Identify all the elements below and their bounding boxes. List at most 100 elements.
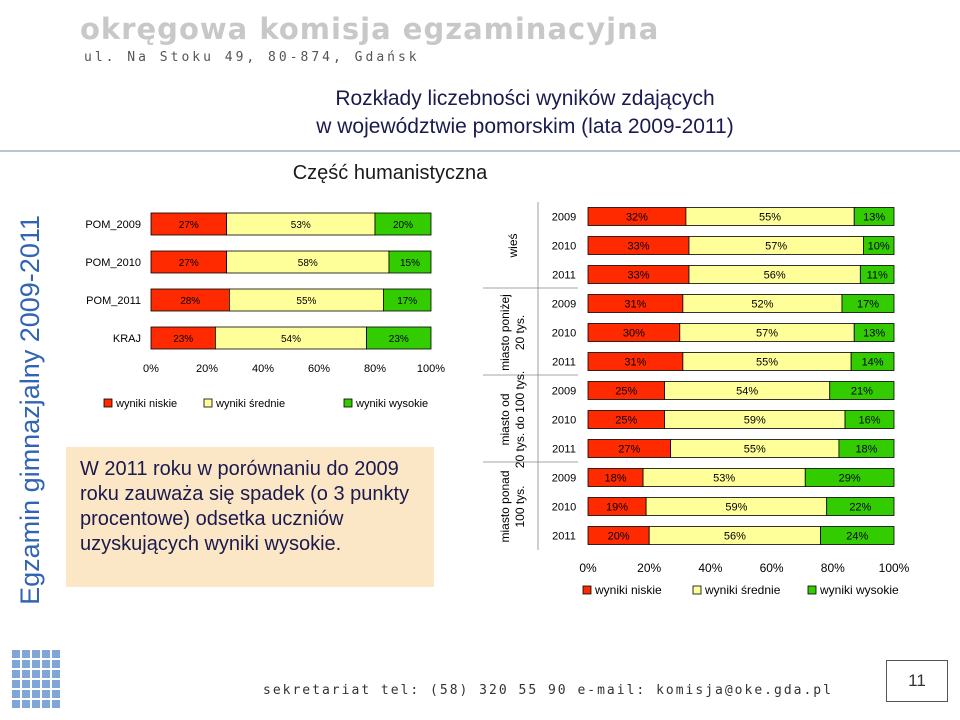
category-label: POM_2009 [85, 219, 141, 231]
bar-value-label: 18% [855, 444, 877, 456]
legend-label: wyniki wysokie [355, 398, 428, 410]
bar-value-label: 27% [618, 444, 640, 456]
legend-swatch [807, 585, 817, 595]
legend-swatch [692, 585, 702, 595]
section-title: Część humanistyczna [292, 162, 488, 184]
bar-value-label: 11% [867, 270, 888, 282]
bar-value-label: 52% [751, 299, 773, 311]
bar-value-label: 32% [626, 212, 648, 224]
bar-value-label: 23% [389, 334, 409, 345]
bar-segment [859, 265, 895, 284]
x-tick-label: 20% [196, 363, 218, 375]
bar-segment [838, 439, 895, 458]
x-tick-label: 60% [308, 363, 330, 375]
bar-value-label: 54% [736, 386, 758, 398]
note-box: W 2011 roku w porównaniu do 2009 roku za… [66, 447, 434, 587]
bar-segment [853, 207, 895, 226]
bar-segment [841, 294, 895, 313]
bar-value-label: 55% [756, 357, 778, 369]
bar-value-label: 59% [725, 502, 747, 514]
legend-swatch [103, 398, 113, 408]
group-label: wieś [506, 233, 520, 258]
bar-value-label: 55% [759, 212, 781, 224]
year-label: 2009 [552, 473, 576, 485]
chart-region-pomorskie: POM_2009 27% 53% 20% POM_2010 27% 58% 15% POM_20… [85, 212, 445, 410]
bar-value-label: 53% [291, 220, 311, 231]
year-label: 2011 [552, 531, 576, 543]
bar-value-label: 17% [397, 296, 417, 307]
bar-value-label: 21% [851, 386, 873, 398]
bar-segment [844, 410, 895, 429]
year-label: 2009 [552, 386, 576, 398]
chart-locality: wieś 2009 32% 55% 13% 2010 33% 57% 10% 2011 33% 56%… [483, 202, 910, 597]
bar-segment [366, 326, 432, 350]
group-label: miasto poniżej20 tys. [498, 294, 527, 371]
decorative-grid-icon [12, 650, 60, 708]
bar-value-label: 57% [756, 328, 778, 340]
bar-value-label: 55% [296, 296, 316, 307]
bar-value-label: 10% [868, 241, 890, 253]
legend-label: wyniki średnie [704, 583, 781, 597]
bar-value-label: 24% [846, 531, 868, 543]
x-tick-label: 80% [364, 363, 386, 375]
year-label: 2010 [552, 328, 576, 340]
group-label: miasto od20 tys. do 100 tys. [498, 371, 527, 468]
chart-panel-right: wieś 2009 32% 55% 13% 2010 33% 57% 10% 2011 33% 56%… [468, 190, 928, 604]
bar-segment [388, 250, 432, 274]
bar-value-label: 16% [859, 415, 881, 427]
year-label: 2009 [552, 212, 576, 224]
bar-value-label: 53% [713, 473, 735, 485]
bar-segment [853, 323, 895, 342]
bar-segment [804, 468, 895, 487]
legend-swatch [582, 585, 592, 595]
bar-value-label: 17% [857, 299, 879, 311]
legend-swatch [343, 398, 353, 408]
legend-label: wyniki wysokie [819, 583, 899, 597]
note-text: W 2011 roku w porównaniu do 2009 roku za… [80, 458, 410, 555]
chart-panel-left: POM_2009 27% 53% 20% POM_2010 27% 58% 15% POM_20… [66, 190, 464, 430]
bar-value-label: 27% [179, 220, 199, 231]
x-tick-label: 0% [579, 561, 597, 575]
side-label: Egzamin gimnazjalny 2009-2011 [15, 215, 45, 605]
page-number: 11 [886, 660, 948, 702]
bar-value-label: 33% [627, 270, 649, 282]
bar-value-label: 14% [862, 357, 884, 369]
bar-value-label: 28% [180, 296, 200, 307]
bar-value-label: 54% [281, 334, 301, 345]
year-label: 2011 [552, 270, 576, 282]
x-tick-label: 100% [417, 363, 445, 375]
bar-value-label: 29% [839, 473, 861, 485]
x-tick-label: 40% [252, 363, 274, 375]
year-label: 2011 [552, 444, 576, 456]
bar-value-label: 56% [724, 531, 746, 543]
bar-value-label: 13% [863, 328, 885, 340]
category-label: KRAJ [113, 333, 141, 345]
org-address: ul. Na Stoku 49, 80-874, Gdańsk [84, 50, 420, 65]
bar-value-label: 56% [764, 270, 786, 282]
bar-value-label: 58% [298, 258, 318, 269]
bar-value-label: 20% [393, 220, 413, 231]
group-label: miasto ponad100 tys. [498, 470, 527, 542]
bar-value-label: 31% [624, 357, 646, 369]
bar-value-label: 22% [849, 502, 871, 514]
side-band [0, 170, 56, 640]
org-logo-title: okręgowa komisja egzaminacyjna [80, 12, 660, 46]
page-title-line1: Rozkłady liczebności wyników zdających [335, 87, 715, 110]
year-label: 2009 [552, 299, 576, 311]
bar-value-label: 23% [173, 334, 193, 345]
bar-value-label: 19% [606, 502, 628, 514]
bar-value-label: 30% [623, 328, 645, 340]
bar-segment [382, 288, 432, 312]
x-tick-label: 80% [821, 561, 845, 575]
bar-value-label: 18% [605, 473, 627, 485]
title-divider [0, 150, 960, 152]
category-label: POM_2010 [85, 257, 141, 269]
bar-value-label: 25% [615, 415, 637, 427]
legend-label: wyniki niskie [594, 583, 662, 597]
page-title-line2: w województwie pomorskim (lata 2009-2011… [316, 115, 734, 138]
bar-value-label: 59% [744, 415, 766, 427]
bar-segment [862, 236, 895, 255]
category-label: POM_2011 [86, 295, 141, 307]
bar-value-label: 25% [615, 386, 637, 398]
header: okręgowa komisja egzaminacyjna ul. Na St… [0, 0, 960, 80]
